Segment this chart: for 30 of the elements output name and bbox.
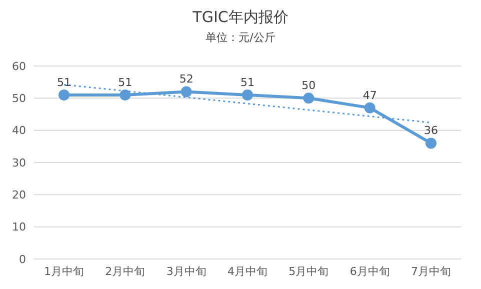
y-tick-label: 50 — [12, 92, 26, 106]
data-label: 50 — [302, 79, 316, 92]
x-tick-label: 3月中旬 — [166, 264, 206, 278]
y-tick-label: 60 — [12, 60, 26, 73]
y-tick-label: 30 — [12, 156, 26, 170]
data-label: 36 — [424, 124, 438, 138]
point — [180, 86, 192, 98]
point — [426, 138, 436, 149]
data-label: 47 — [362, 88, 377, 102]
x-tick-label: 7月中旬 — [411, 264, 451, 278]
y-tick-label: 20 — [12, 188, 26, 202]
point — [303, 92, 314, 104]
point — [58, 89, 70, 100]
data-label: 52 — [179, 72, 194, 86]
x-tick-label: 4月中旬 — [228, 264, 268, 278]
chart-subtitle: 单位：元/公斤 — [204, 30, 276, 45]
chart-title: TGIC年内报价 — [192, 8, 290, 27]
x-tick-label: 1月中旬 — [44, 264, 84, 278]
data-label: 51 — [240, 76, 254, 89]
y-tick-label: 10 — [12, 220, 26, 234]
point — [364, 102, 376, 114]
data-label: 51 — [57, 76, 71, 89]
x-tick-label: 6月中旬 — [350, 264, 390, 278]
point — [242, 89, 253, 100]
y-tick-label: 40 — [12, 124, 26, 138]
point — [120, 89, 131, 100]
x-tick-label: 2月中旬 — [105, 264, 146, 278]
y-tick-label: 0 — [19, 252, 26, 266]
data-label: 51 — [118, 76, 132, 89]
x-tick-label: 5月中旬 — [288, 264, 329, 278]
